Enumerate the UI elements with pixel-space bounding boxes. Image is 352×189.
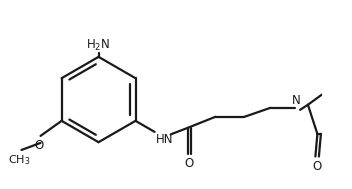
Text: CH$_3$: CH$_3$ [8,153,31,167]
Text: HN: HN [156,133,173,146]
Text: N: N [292,94,301,107]
Text: O: O [185,157,194,170]
Text: O: O [313,160,322,173]
Text: O: O [34,139,43,152]
Text: H$_2$N: H$_2$N [87,38,111,53]
